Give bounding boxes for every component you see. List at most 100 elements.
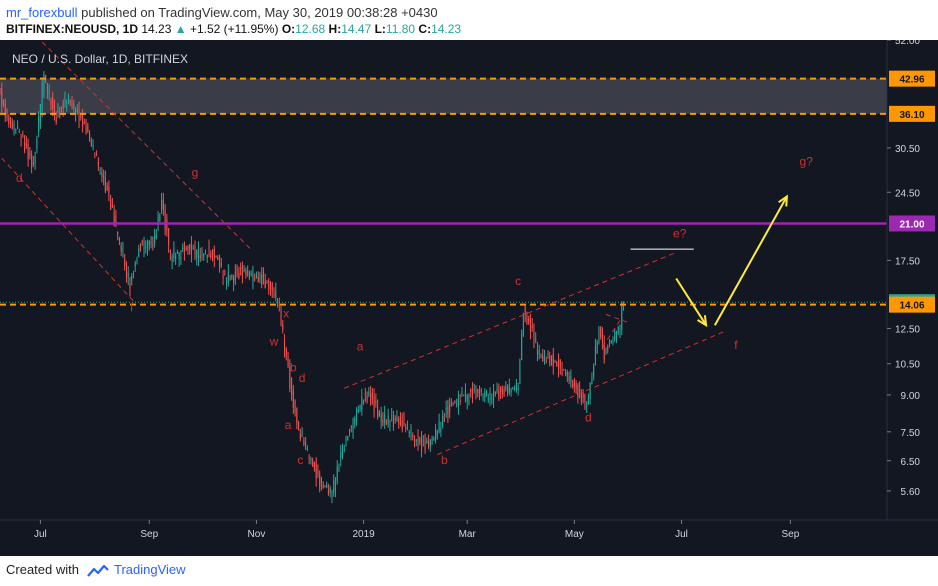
candle-body xyxy=(120,245,122,251)
wave-label: d xyxy=(16,171,23,185)
price-axis[interactable]: 52.00 30.50 24.50 17.50 12.50 10.50 9.00 7.50 6.… xyxy=(887,40,920,498)
candle-body xyxy=(148,240,150,246)
candle-body xyxy=(582,393,584,398)
wave-label: a xyxy=(285,418,292,432)
candle-body xyxy=(417,434,419,446)
candle-body xyxy=(122,249,124,253)
published-text: published on TradingView.com, May 30, 20… xyxy=(81,5,438,20)
candle-body xyxy=(535,338,537,341)
candle-body xyxy=(500,386,502,392)
candle-body xyxy=(322,484,324,489)
candle-body xyxy=(424,441,426,450)
candle-body xyxy=(0,88,1,95)
candle-body xyxy=(217,256,219,260)
candle-body xyxy=(621,301,623,330)
candle-body xyxy=(189,244,191,249)
candle-body xyxy=(603,342,605,360)
candle-body xyxy=(382,419,384,426)
candle-body xyxy=(345,438,347,441)
price-tag xyxy=(889,215,935,232)
candle-body xyxy=(394,418,396,420)
candle-body xyxy=(25,142,27,146)
close-value: 14.23 xyxy=(431,22,462,36)
candle-body xyxy=(276,300,279,302)
candle-body xyxy=(607,346,609,350)
publisher-link[interactable]: mr_forexbull xyxy=(6,5,78,20)
candle-body xyxy=(247,270,249,275)
candle-body xyxy=(215,255,217,258)
candle-body xyxy=(554,361,556,363)
candle-body xyxy=(515,382,517,390)
channel-line xyxy=(1,157,134,302)
candle-body xyxy=(298,422,300,431)
candle-body xyxy=(104,178,106,192)
publish-line: mr_forexbull published on TradingView.co… xyxy=(6,5,438,20)
candle-body xyxy=(264,280,266,289)
arrow-head-icon xyxy=(697,315,708,328)
candle-body xyxy=(428,440,430,447)
price-tick-label: 5.60 xyxy=(901,487,921,498)
candle-body xyxy=(436,430,438,437)
candle-body xyxy=(255,274,257,278)
change-arrow-icon: ▲ xyxy=(174,22,187,36)
candle-body xyxy=(536,349,538,355)
candle-body xyxy=(334,481,337,491)
candle-body xyxy=(143,239,145,250)
candle-body xyxy=(285,348,287,357)
candle-body xyxy=(570,375,572,382)
candle-body xyxy=(64,98,66,101)
candle-body xyxy=(301,433,303,437)
candle-body xyxy=(155,233,157,239)
candle-body xyxy=(498,390,500,399)
horizontal-levels[interactable] xyxy=(0,77,887,306)
candle-body xyxy=(343,449,345,451)
wave-label: c xyxy=(297,453,303,467)
candle-body xyxy=(101,172,103,177)
candle-body xyxy=(375,400,377,403)
high-value: 14.47 xyxy=(341,22,372,36)
candle-body xyxy=(229,278,231,280)
candle-body xyxy=(426,440,428,444)
price-tick-label: 24.50 xyxy=(895,188,920,199)
time-axis[interactable]: Jul Sep Nov 2019 Mar May Jul Sep xyxy=(34,520,800,540)
candle-body xyxy=(291,377,293,395)
chart-background xyxy=(0,40,938,556)
candle-body xyxy=(489,391,491,401)
candle-body xyxy=(115,215,117,223)
candle-body xyxy=(99,167,101,169)
wave-label: w xyxy=(269,334,279,348)
candle-body xyxy=(136,260,138,264)
candle-body xyxy=(176,251,178,254)
candle-body xyxy=(431,438,433,443)
channel-line xyxy=(41,41,254,252)
candle-body xyxy=(565,372,567,375)
candle-body xyxy=(271,283,273,291)
candle-body xyxy=(512,387,514,390)
candle-body xyxy=(252,271,254,282)
candle-body xyxy=(262,272,264,278)
candle-body xyxy=(69,101,71,103)
candle-body xyxy=(305,441,307,446)
candle-body xyxy=(192,247,194,249)
candle-body xyxy=(471,388,474,399)
tradingview-brand[interactable]: TradingView xyxy=(114,562,186,577)
time-tick-label: Mar xyxy=(459,529,477,540)
candle-body xyxy=(454,400,456,402)
candle-body xyxy=(306,448,308,450)
candle-body xyxy=(152,244,154,246)
candle-body xyxy=(440,428,442,432)
candle-body xyxy=(178,252,180,260)
candle-body xyxy=(482,396,484,398)
candle-body xyxy=(545,359,547,361)
candle-body xyxy=(410,428,412,436)
candle-body xyxy=(486,392,488,396)
candle-body xyxy=(540,354,542,357)
candle-body xyxy=(577,385,579,397)
candle-body xyxy=(438,421,440,432)
wave-label: b xyxy=(290,361,297,375)
candle-body xyxy=(310,458,312,460)
candle-body xyxy=(501,388,503,395)
